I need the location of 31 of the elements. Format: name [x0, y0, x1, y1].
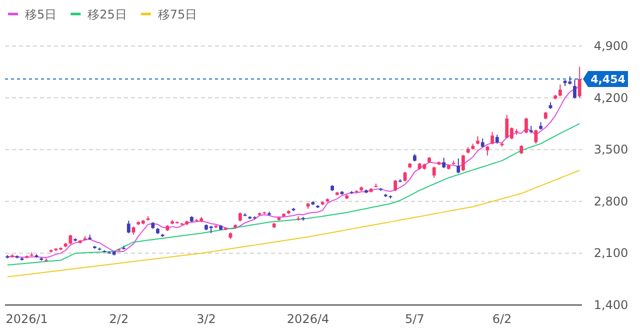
x-tick-label: 2026/1: [6, 312, 48, 326]
y-tick-label: 2,800: [594, 194, 628, 208]
candlestick: [486, 145, 490, 156]
x-tick-label: 5/7: [405, 312, 424, 326]
line-series: [6, 123, 580, 266]
candlestick: [573, 78, 576, 100]
y-tick-label: 1,400: [594, 298, 628, 312]
ref-line-label: 4,454: [590, 73, 626, 86]
candlestick: [432, 166, 436, 178]
legend-label: 移5日: [25, 8, 57, 22]
candlestick: [534, 129, 538, 144]
candlestick: [442, 157, 446, 169]
y-tick-label: 3,500: [594, 142, 628, 157]
legend-label: 移75日: [158, 8, 198, 22]
y-tick-label: 2,100: [594, 246, 628, 260]
x-tick-label: 2026/4: [286, 312, 330, 326]
x-tick-label: 3/2: [196, 312, 216, 326]
candlestick: [524, 117, 528, 134]
candlestick: [126, 220, 130, 234]
legend-label: 移25日: [88, 8, 127, 22]
y-tick-label: 4,900: [594, 39, 628, 53]
candlestick: [490, 131, 494, 145]
x-tick-label: 2/2: [109, 312, 129, 326]
y-tick-label: 4,200: [594, 90, 628, 105]
candlestick: [394, 179, 398, 192]
candlestick: [558, 84, 562, 97]
line-series: [6, 170, 580, 278]
x-tick-label: 6/2: [492, 312, 512, 326]
candlestick: [456, 158, 460, 174]
candlestick: [462, 154, 465, 172]
candlestick: [578, 66, 582, 98]
